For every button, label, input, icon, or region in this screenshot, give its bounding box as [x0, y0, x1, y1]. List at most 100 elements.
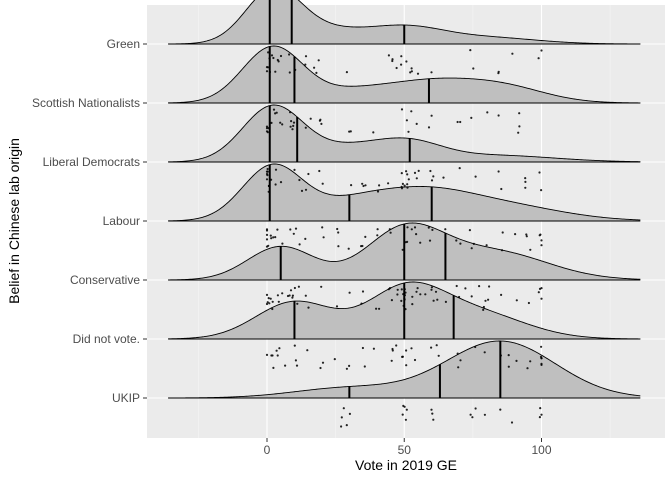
data-point — [322, 236, 325, 239]
data-point — [348, 130, 351, 133]
data-point — [361, 346, 364, 350]
data-point — [281, 292, 284, 295]
data-point — [348, 364, 351, 367]
data-point — [470, 295, 473, 298]
data-point — [293, 344, 296, 347]
data-point — [402, 293, 405, 296]
data-point — [321, 361, 325, 364]
data-point — [269, 234, 272, 237]
data-point — [515, 299, 518, 302]
data-point — [289, 125, 292, 128]
data-point — [413, 171, 417, 174]
data-point — [390, 359, 393, 362]
data-point — [333, 358, 336, 361]
data-point — [459, 120, 462, 124]
data-point — [540, 189, 543, 192]
data-point — [290, 120, 293, 123]
data-point — [288, 71, 291, 74]
data-point — [315, 71, 318, 74]
data-point — [289, 289, 293, 292]
data-point — [539, 407, 542, 410]
data-point — [540, 244, 543, 247]
data-point — [407, 130, 410, 133]
data-point — [470, 247, 473, 250]
data-point — [482, 308, 485, 311]
data-point — [350, 184, 353, 187]
data-point — [427, 226, 430, 229]
data-point — [410, 67, 413, 70]
data-point — [401, 413, 404, 416]
data-point — [415, 233, 418, 236]
density-outline-6 — [168, 0, 641, 45]
data-point — [540, 363, 543, 366]
data-point — [345, 71, 348, 74]
data-point — [336, 227, 339, 231]
data-point — [265, 353, 269, 356]
density-ridge-0 — [168, 341, 641, 398]
data-point — [317, 59, 320, 62]
data-point — [432, 299, 435, 302]
data-point — [267, 66, 270, 69]
data-point — [304, 126, 307, 129]
data-point — [472, 67, 475, 70]
data-point — [395, 66, 398, 70]
data-point — [540, 287, 543, 290]
data-point — [540, 345, 543, 348]
data-point — [274, 236, 277, 239]
data-point — [488, 285, 491, 288]
data-point — [442, 176, 445, 179]
data-point — [348, 291, 351, 294]
data-point — [540, 357, 543, 360]
data-point — [304, 188, 308, 191]
data-point — [389, 231, 392, 234]
data-point — [437, 354, 440, 357]
data-point — [375, 307, 378, 310]
data-point — [404, 241, 407, 244]
data-point — [403, 184, 406, 187]
data-point — [376, 228, 379, 231]
data-point — [267, 190, 270, 193]
data-point — [298, 178, 301, 182]
data-point — [400, 187, 404, 190]
y-axis-title: Belief in Chinese lab origin — [6, 138, 22, 304]
data-point — [304, 55, 308, 58]
density-ridge-3 — [168, 164, 641, 221]
data-point — [313, 66, 316, 69]
data-point — [271, 307, 274, 311]
data-point — [340, 416, 343, 419]
data-point — [401, 182, 404, 185]
data-point — [529, 248, 532, 251]
data-point — [266, 301, 269, 304]
data-point — [415, 177, 418, 180]
data-point — [348, 412, 351, 415]
data-point — [540, 49, 543, 52]
data-point — [401, 248, 404, 251]
data-point — [405, 119, 408, 122]
data-point — [276, 228, 279, 231]
data-point — [390, 299, 393, 302]
data-point — [391, 347, 394, 351]
data-point — [407, 178, 410, 181]
data-point — [430, 71, 433, 74]
density-outline-1 — [168, 281, 641, 340]
data-point — [538, 234, 541, 237]
data-point — [483, 351, 486, 354]
data-point — [340, 425, 343, 428]
data-point — [291, 296, 294, 299]
data-point — [405, 349, 408, 352]
data-point — [318, 119, 321, 122]
data-point — [304, 294, 307, 297]
data-point — [277, 300, 280, 303]
data-point — [430, 114, 433, 117]
data-point — [455, 284, 458, 288]
data-point — [405, 408, 408, 411]
data-point — [364, 235, 367, 238]
data-point — [372, 131, 375, 134]
data-point — [458, 167, 461, 170]
data-point — [388, 228, 391, 231]
data-point — [402, 404, 405, 407]
data-point — [400, 172, 403, 175]
data-point — [271, 300, 274, 303]
data-point — [364, 184, 367, 187]
data-point — [292, 124, 295, 127]
